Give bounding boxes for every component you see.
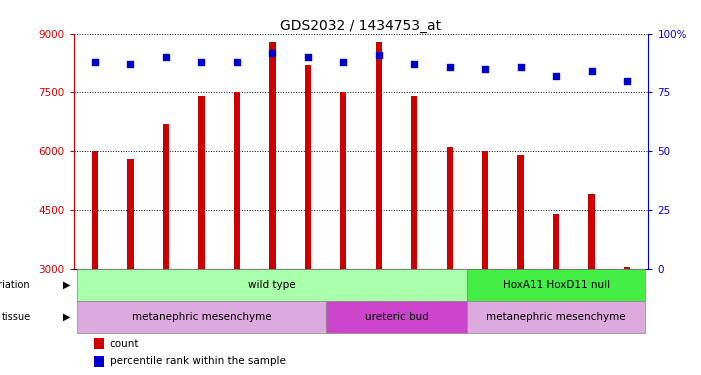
Title: GDS2032 / 1434753_at: GDS2032 / 1434753_at	[280, 19, 442, 33]
Bar	[588, 194, 595, 269]
Point	[515, 64, 526, 70]
Point	[550, 73, 562, 79]
Bar	[94, 338, 104, 349]
Bar	[468, 301, 645, 333]
Bar	[127, 159, 134, 269]
Text: count: count	[110, 339, 139, 349]
Bar	[325, 301, 468, 333]
Bar	[305, 65, 311, 269]
Bar	[163, 124, 169, 269]
Point	[479, 66, 491, 72]
Point	[622, 78, 633, 84]
Bar	[553, 214, 559, 269]
Bar	[482, 151, 489, 269]
Point	[231, 59, 243, 65]
Text: percentile rank within the sample: percentile rank within the sample	[110, 356, 286, 366]
Text: genotype/variation: genotype/variation	[0, 280, 31, 290]
Text: ▶: ▶	[63, 312, 71, 322]
Point	[373, 52, 384, 58]
Bar	[376, 42, 382, 269]
Text: ureteric bud: ureteric bud	[365, 312, 428, 322]
Bar	[340, 93, 346, 269]
Text: metanephric mesenchyme: metanephric mesenchyme	[132, 312, 271, 322]
Point	[196, 59, 207, 65]
Bar	[77, 269, 468, 301]
Point	[161, 54, 172, 60]
Point	[409, 61, 420, 67]
Text: tissue: tissue	[1, 312, 31, 322]
Bar	[92, 151, 98, 269]
Point	[89, 59, 100, 65]
Text: HoxA11 HoxD11 null: HoxA11 HoxD11 null	[503, 280, 610, 290]
Point	[444, 64, 456, 70]
Bar	[198, 96, 205, 269]
Text: wild type: wild type	[248, 280, 296, 290]
Bar	[269, 42, 275, 269]
Point	[266, 50, 278, 55]
Point	[586, 68, 597, 74]
Point	[302, 54, 313, 60]
Bar	[517, 155, 524, 269]
Text: ▶: ▶	[63, 280, 71, 290]
Point	[125, 61, 136, 67]
Bar	[94, 356, 104, 367]
Bar	[77, 301, 325, 333]
Bar	[411, 96, 417, 269]
Point	[338, 59, 349, 65]
Bar	[447, 147, 453, 269]
Text: metanephric mesenchyme: metanephric mesenchyme	[486, 312, 626, 322]
Bar	[233, 93, 240, 269]
Bar	[624, 267, 630, 269]
Bar	[468, 269, 645, 301]
